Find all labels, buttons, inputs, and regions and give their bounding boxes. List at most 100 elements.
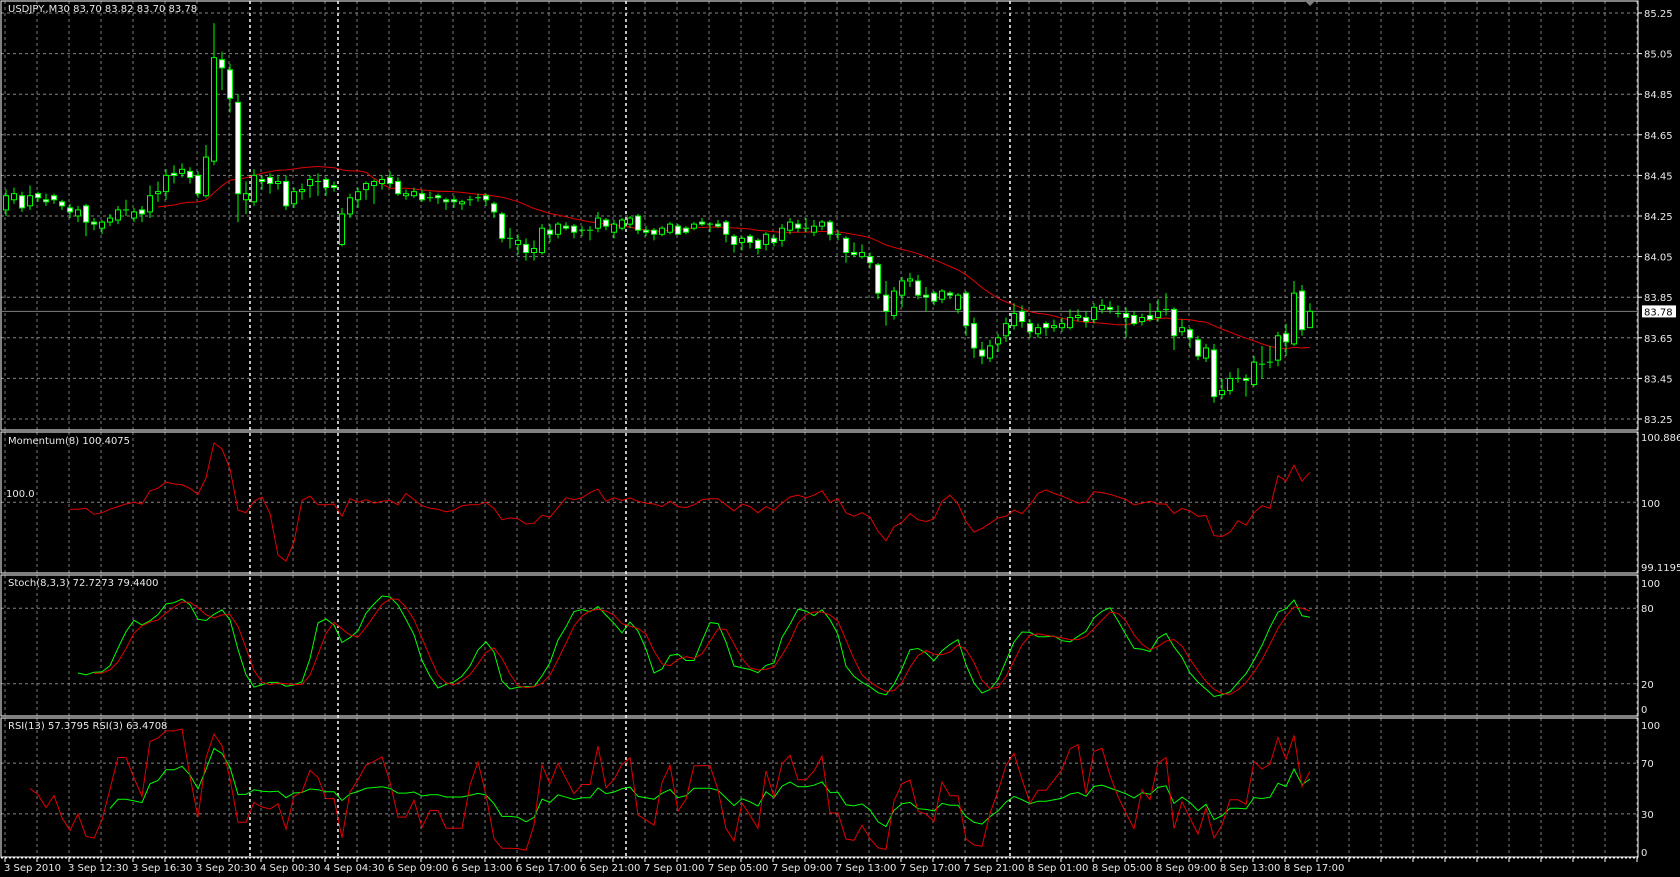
- candle-bull-body: [779, 227, 785, 241]
- candle: [1251, 356, 1257, 387]
- time-tick-label: 3 Sep 2010: [4, 863, 61, 874]
- candle: [59, 199, 65, 210]
- rsi13-line: [109, 747, 1311, 828]
- candle-bull-body: [787, 221, 793, 231]
- candle: [1099, 299, 1105, 314]
- candle: [771, 234, 777, 247]
- candle-bull-body: [1067, 317, 1073, 329]
- candle: [995, 333, 1001, 353]
- rsi-pane[interactable]: [29, 728, 1311, 851]
- candle: [163, 169, 169, 200]
- candle: [611, 220, 617, 239]
- candle: [1219, 378, 1225, 399]
- candle: [883, 280, 889, 326]
- pane-border-sto: [0, 574, 1639, 717]
- candle: [435, 193, 441, 204]
- candle: [579, 226, 585, 237]
- candle: [371, 179, 377, 204]
- candle: [851, 242, 857, 257]
- candle: [787, 218, 793, 235]
- candle-bull-body: [203, 156, 209, 197]
- candle-bear-body: [603, 219, 609, 227]
- candle-bull-body: [539, 227, 545, 254]
- candle: [1091, 303, 1097, 324]
- candle: [235, 94, 241, 223]
- candle: [507, 228, 513, 249]
- candle-bull-body: [611, 223, 617, 233]
- candle: [155, 181, 161, 202]
- candle-bear-body: [1171, 308, 1177, 337]
- candle: [691, 222, 697, 231]
- candle: [51, 193, 57, 204]
- candle: [875, 262, 881, 300]
- momentum-pane[interactable]: [70, 442, 1311, 562]
- candle: [763, 232, 769, 251]
- candle-bear-body: [1283, 333, 1289, 343]
- candle: [267, 173, 273, 194]
- candle: [659, 226, 665, 237]
- candle-bear-body: [259, 178, 265, 182]
- candle-bull-body: [179, 168, 185, 174]
- current-price-label: 83.78: [1644, 307, 1673, 318]
- candle: [411, 187, 417, 198]
- candle-bear-body: [171, 172, 177, 176]
- candle-bear-body: [755, 239, 761, 249]
- candle: [283, 175, 289, 210]
- rsi3-line: [29, 728, 1311, 851]
- candle-bear-body: [795, 223, 801, 229]
- candle-bull-body: [531, 247, 537, 254]
- candle: [563, 222, 569, 231]
- candle: [987, 339, 993, 363]
- candle-bear-body: [731, 235, 737, 245]
- candle: [635, 213, 641, 235]
- candle: [1139, 313, 1145, 326]
- candle-bear-body: [267, 176, 273, 185]
- candle: [387, 171, 393, 188]
- candle-bull-body: [691, 223, 697, 229]
- time-tick-label: 8 Sep 09:00: [1156, 863, 1216, 874]
- candle: [19, 191, 25, 212]
- candle-bull-body: [403, 193, 409, 197]
- candle-bull-body: [1251, 361, 1257, 385]
- candle-bull-body: [1091, 306, 1097, 321]
- candle: [899, 276, 905, 308]
- candle: [667, 222, 673, 235]
- candle: [291, 187, 297, 208]
- price-tick-label: 84.05: [1644, 253, 1673, 264]
- candle-bear-body: [43, 199, 49, 203]
- candle-bull-body: [555, 223, 561, 235]
- momentum-tick-label: 99.1195: [1641, 563, 1680, 574]
- candle-bear-body: [435, 195, 441, 199]
- candle: [835, 230, 841, 241]
- candle-bear-body: [51, 195, 57, 201]
- candle-bull-body: [411, 191, 417, 197]
- candle: [379, 175, 385, 190]
- candle-bear-body: [963, 292, 969, 327]
- candle: [971, 317, 977, 359]
- candle: [331, 181, 337, 192]
- candle: [99, 220, 105, 235]
- candle-bear-body: [971, 323, 977, 349]
- candle-bear-body: [923, 294, 929, 298]
- momentum-level-label: 100.0: [6, 489, 35, 500]
- price-pane[interactable]: [1, 23, 1638, 403]
- candle-bull-body: [155, 191, 161, 195]
- candle-bull-body: [1291, 292, 1297, 345]
- candle-bull-body: [907, 278, 913, 282]
- candle: [251, 169, 257, 206]
- candle-bull-body: [107, 217, 113, 223]
- candle: [1059, 317, 1065, 332]
- candle: [11, 187, 17, 204]
- stochastic-pane[interactable]: [77, 595, 1311, 698]
- candle: [475, 193, 481, 202]
- rsi-label: RSI(13) 57.3795 RSI(3) 63.4708: [8, 721, 167, 732]
- candle-bear-body: [547, 229, 553, 235]
- candle: [843, 236, 849, 263]
- time-tick-label: 6 Sep 21:00: [580, 863, 640, 874]
- candle: [939, 289, 945, 304]
- price-tick-label: 85.05: [1644, 50, 1673, 61]
- candle-bull-body: [251, 174, 257, 203]
- candle-bear-body: [675, 225, 681, 235]
